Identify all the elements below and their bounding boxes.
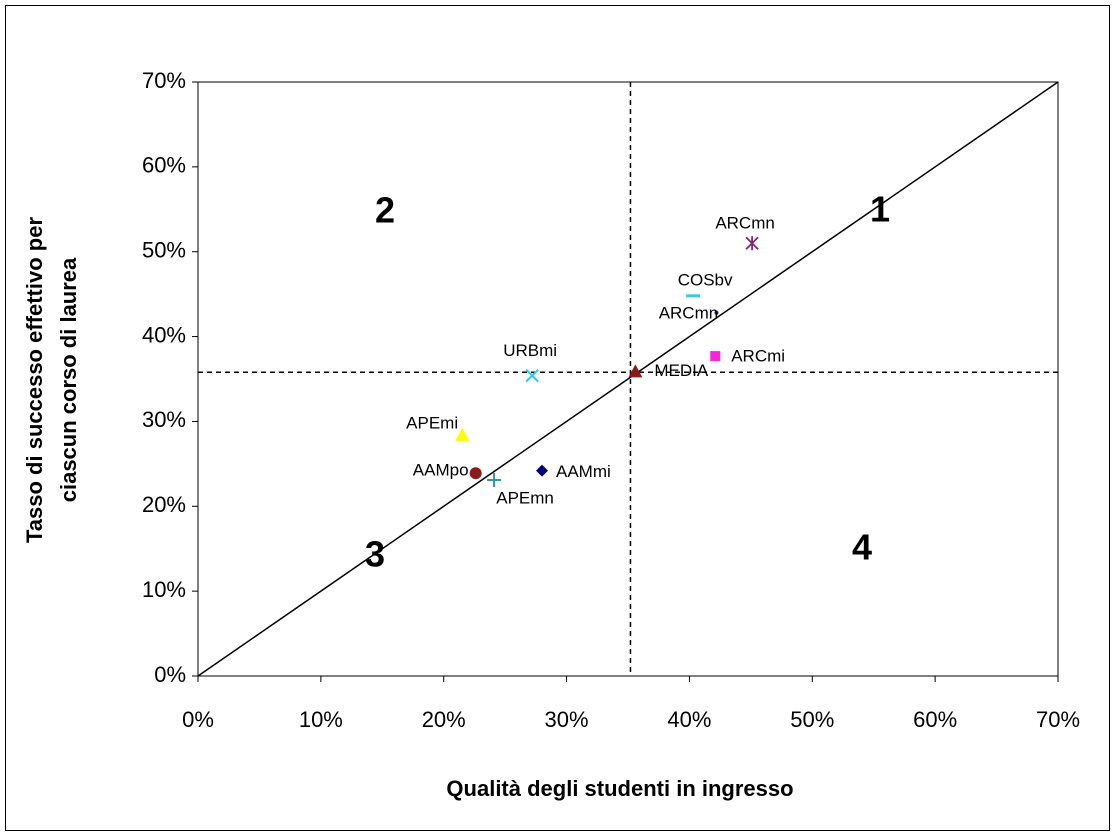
y-tick-label: 20% bbox=[142, 492, 186, 517]
x-tick-label: 40% bbox=[667, 707, 711, 732]
y-tick-label: 40% bbox=[142, 322, 186, 347]
quadrant-label: 1 bbox=[870, 189, 890, 230]
diagonal bbox=[197, 81, 1059, 677]
y-tick-label: 70% bbox=[142, 68, 186, 93]
marker bbox=[469, 467, 482, 480]
point-label: AAMmi bbox=[556, 462, 611, 481]
marker bbox=[455, 428, 470, 442]
y-axis-label: Tasso di successo effettivo per bbox=[22, 217, 47, 543]
quadrant-label: 4 bbox=[852, 527, 872, 568]
quadrant-label: 2 bbox=[375, 190, 395, 231]
y-tick-label: 30% bbox=[142, 407, 186, 432]
marker bbox=[710, 351, 721, 362]
y-tick-label: 60% bbox=[142, 153, 186, 178]
frame bbox=[5, 5, 1110, 831]
marker bbox=[525, 368, 539, 383]
marker bbox=[628, 364, 643, 378]
point-label: APEmn bbox=[496, 488, 554, 507]
point-label: URBmi bbox=[503, 341, 557, 360]
y-tick-label: 10% bbox=[142, 577, 186, 602]
point-label: ARCmi bbox=[731, 347, 785, 366]
x-tick-label: 10% bbox=[299, 707, 343, 732]
point-label: ARCmn bbox=[659, 303, 719, 322]
point-label: AAMpo bbox=[413, 461, 469, 480]
y-axis-label: ciascun corso di laurea bbox=[56, 257, 81, 502]
marker bbox=[745, 236, 759, 251]
marker bbox=[487, 472, 502, 487]
x-tick-label: 60% bbox=[913, 707, 957, 732]
y-tick-label: 0% bbox=[154, 662, 186, 687]
x-tick-label: 20% bbox=[422, 707, 466, 732]
x-tick-label: 30% bbox=[545, 707, 589, 732]
quadrant-label: 3 bbox=[365, 534, 385, 575]
x-tick-label: 70% bbox=[1036, 707, 1080, 732]
marker bbox=[536, 464, 548, 477]
x-tick-label: 50% bbox=[790, 707, 834, 732]
marker bbox=[714, 310, 719, 315]
plot-area bbox=[197, 81, 1059, 677]
x-axis-label: Qualità degli studenti in ingresso bbox=[446, 776, 793, 801]
point-label: ARCmn bbox=[715, 214, 775, 233]
point-label: APEmi bbox=[406, 413, 458, 432]
point-label: COSbv bbox=[678, 270, 733, 289]
x-tick-label: 0% bbox=[182, 707, 214, 732]
y-tick-label: 50% bbox=[142, 238, 186, 263]
point-label: MEDIA bbox=[654, 361, 709, 380]
